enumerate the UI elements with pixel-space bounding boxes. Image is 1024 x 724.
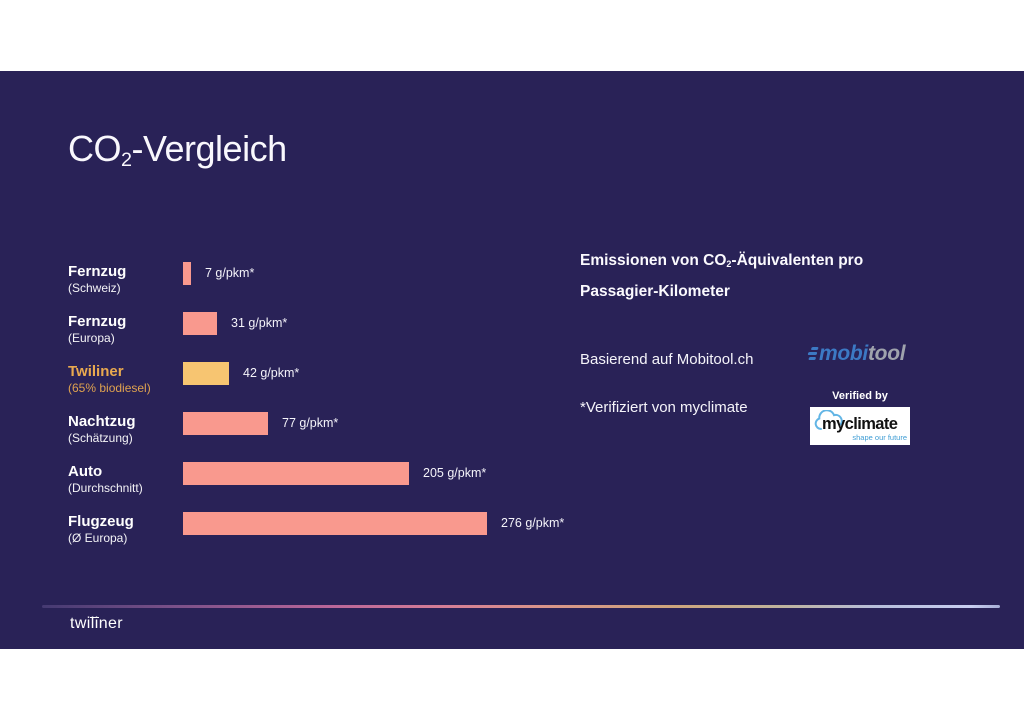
heading-subscript: 2 xyxy=(726,259,732,270)
title-prefix: CO xyxy=(68,128,122,169)
twiliner-logo: twiliner xyxy=(70,615,123,633)
twiliner-logo-pre: twi xyxy=(70,615,91,632)
heading-line-2: Passagier-Kilometer xyxy=(580,283,730,301)
value-label: 7 g/pkm* xyxy=(205,266,255,280)
chart-row: Auto (Durchschnitt) 205 g/pkm* xyxy=(68,461,568,511)
category-label: Auto (Durchschnitt) xyxy=(68,461,183,496)
chart-heading: Emissionen von CO2-Äquivalenten pro Pass… xyxy=(580,247,980,306)
chart-row: Flugzeug (Ø Europa) 276 g/pkm* xyxy=(68,511,568,561)
page-title: CO2-Vergleich xyxy=(68,128,287,172)
myclimate-logo-tagline: shape our future xyxy=(852,433,907,442)
heading-line-1: Emissionen von CO2-Äquivalenten pro xyxy=(580,247,980,278)
category-name: Fernzug xyxy=(68,313,127,330)
chart-row: Fernzug (Europa) 31 g/pkm* xyxy=(68,311,568,361)
source-text: Basierend auf Mobitool.ch xyxy=(580,351,754,368)
category-label: Nachtzug (Schätzung) xyxy=(68,411,183,446)
category-name: Fernzug xyxy=(68,263,127,280)
category-sublabel: (65% biodiesel) xyxy=(68,381,151,395)
value-label: 31 g/pkm* xyxy=(231,316,288,330)
co2-bar-chart: Fernzug (Schweiz) 7 g/pkm* Fernzug (Europa) 3… xyxy=(68,261,568,561)
category-label: Fernzug (Europa) xyxy=(68,311,183,346)
title-subscript: 2 xyxy=(121,148,132,171)
category-sublabel: (Schätzung) xyxy=(68,431,133,445)
mobitool-logo-gray: tool xyxy=(867,342,906,365)
mobitool-glyph-icon xyxy=(806,347,819,360)
chart-row: Twiliner (65% biodiesel) 42 g/pkm* xyxy=(68,361,568,411)
mobitool-logo-blue: mobi xyxy=(819,342,868,365)
twiliner-logo-mid: li xyxy=(90,615,100,632)
myclimate-logo: myclimate shape our future xyxy=(810,407,910,445)
value-label: 276 g/pkm* xyxy=(501,516,565,530)
verified-by-label: Verified by xyxy=(832,390,888,402)
category-sublabel: (Schweiz) xyxy=(68,281,121,295)
title-suffix: -Vergleich xyxy=(131,128,288,169)
chart-row: Nachtzug (Schätzung) 77 g/pkm* xyxy=(68,411,568,461)
category-label: Fernzug (Schweiz) xyxy=(68,261,183,296)
chart-row: Fernzug (Schweiz) 7 g/pkm* xyxy=(68,261,568,311)
value-label: 205 g/pkm* xyxy=(423,466,487,480)
bar xyxy=(183,412,268,435)
heading-prefix: Emissionen von CO xyxy=(580,252,727,269)
category-sublabel: (Europa) xyxy=(68,331,115,345)
gradient-divider xyxy=(42,605,1000,608)
bar xyxy=(183,512,487,535)
bar xyxy=(183,362,229,385)
myclimate-logo-name: myclimate xyxy=(822,415,898,433)
bar xyxy=(183,312,217,335)
value-label: 77 g/pkm* xyxy=(282,416,339,430)
twiliner-logo-post: ner xyxy=(98,615,124,632)
category-name: Nachtzug xyxy=(68,413,136,430)
category-sublabel: (Durchschnitt) xyxy=(68,481,143,495)
category-sublabel: (Ø Europa) xyxy=(68,531,128,545)
verified-text: *Verifiziert von myclimate xyxy=(580,399,748,416)
heading-suffix: -Äquivalenten pro xyxy=(731,252,864,269)
value-label: 42 g/pkm* xyxy=(243,366,300,380)
bar xyxy=(183,462,409,485)
right-panel: Emissionen von CO2-Äquivalenten pro Pass… xyxy=(580,247,980,445)
mobitool-logo: mobitool xyxy=(806,342,906,366)
bar xyxy=(183,262,191,285)
cloud-icon xyxy=(814,410,843,430)
category-label: Flugzeug (Ø Europa) xyxy=(68,511,183,546)
category-name: Twiliner xyxy=(68,363,124,380)
category-name: Flugzeug xyxy=(68,513,134,530)
slide: CO2-Vergleich Fernzug (Schweiz) 7 g/pkm* Fe… xyxy=(0,71,1024,649)
category-name: Auto xyxy=(68,463,103,480)
category-label: Twiliner (65% biodiesel) xyxy=(68,361,183,396)
